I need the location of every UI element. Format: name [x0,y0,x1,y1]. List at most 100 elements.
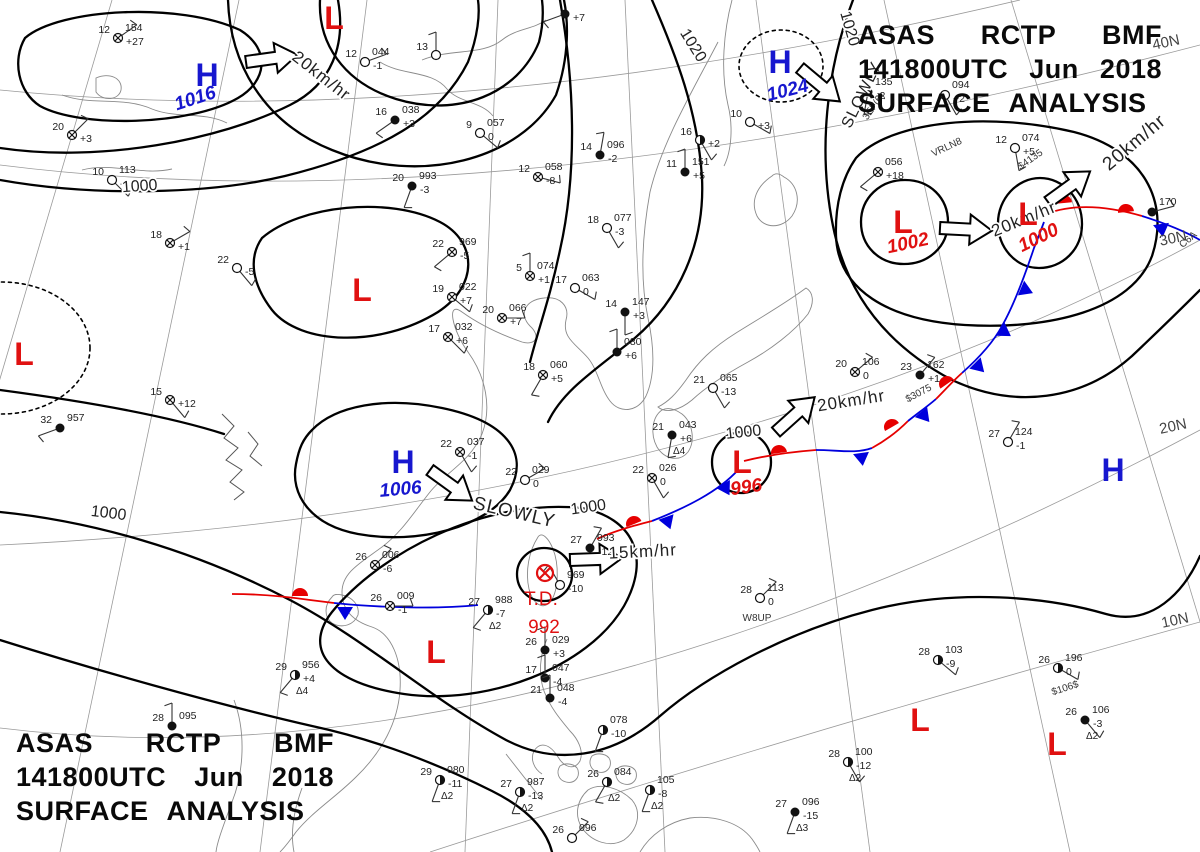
wind-barb-tick [463,345,469,354]
high-pressure-center: H [391,444,414,480]
station-temperature: 26 [355,551,367,563]
station-temperature: 28 [828,748,840,760]
station-pressure: 029 [552,634,570,646]
cold-front-marker [1153,222,1169,237]
coastline [325,593,359,627]
wind-barb-tick [538,462,546,469]
station-plot: 078-10 [594,714,628,753]
wind-barb-tick [1011,420,1020,423]
station-symbol-half-fill [488,605,493,615]
station-symbol-overcast [915,370,925,380]
high-pressure-value: 1016 [172,82,219,115]
coastline [639,816,761,852]
station-temperature: 13 [416,41,428,53]
station-plot: 056+18 [860,156,904,192]
station-symbol-x [539,371,547,379]
station-temperature: 27 [988,428,1000,440]
station-temperature: 9 [466,119,472,131]
wind-barb-tick [558,174,561,184]
cold-front-segment [815,447,873,453]
station-plot: 26 084 Δ2 [587,766,631,804]
station-symbol-x [648,474,656,482]
motion-arrow [938,212,994,247]
station-temperature: 20 [52,121,64,133]
station-tendency: +5 [693,170,705,182]
station-temperature: 26 [370,592,382,604]
station-tendency: -1 [1016,440,1025,452]
station-symbol-overcast [1080,715,1090,725]
wind-barb-tick [542,21,549,29]
station-temperature: 23 [900,361,912,373]
title-word: 141800UTC [858,54,1009,84]
wind-barb-tick [769,125,772,134]
meridian-line [624,0,666,852]
station-pressure: 135 [875,76,893,88]
station-tendency: -2 [876,90,885,102]
station-temperature: 21 [693,374,705,386]
low-pressure-center: L [910,702,930,738]
station-tendency: -9 [946,658,955,670]
low-pressure-value: 996 [729,475,764,500]
parallel-line [429,621,1200,852]
station-tendency: 0 [660,476,666,488]
station-pressure: 162 [927,359,945,371]
station-symbol-overcast [595,150,605,160]
coastline [95,75,122,99]
station-temperature: 29 [420,766,432,778]
station-pressure: 969 [567,569,585,581]
station-temperature: 16 [680,126,692,138]
cold-front-segment [1141,215,1200,241]
coastline [657,287,813,411]
latitude-label: 30N [1158,227,1188,249]
station-symbol-overcast [540,645,550,655]
station-symbol-clear [754,592,766,604]
station-plot: 22 -5 [217,254,257,286]
wind-barb-tick [927,354,935,358]
station-plot: 22 026 0 [632,462,677,499]
high-pressure-center: H [768,44,791,80]
warm-front-marker [1118,204,1134,213]
station-symbol-x [526,272,534,280]
wind-barb-tick [537,654,546,659]
low-pressure-center: L [352,272,372,308]
wind-barb-tick [471,465,478,473]
station-plot: 27 988 -7Δ2 [468,594,512,632]
station-temperature: 17 [428,323,440,335]
station-plot: 23 162 +1 [900,354,945,385]
wind-barb-tick [677,148,686,153]
wind-barb-tick [522,252,531,257]
station-temperature: 22 [505,466,517,478]
station-tendency: -3 [615,226,624,238]
title-line: SURFACE ANALYSIS [16,794,334,828]
station-symbol-half-fill [938,655,943,665]
station-tendency: +3 [80,133,92,145]
station-symbol-half-fill [440,775,445,785]
station-tendency: +3 [633,310,645,322]
station-pressure: 147 [632,296,650,308]
isobar [293,401,518,539]
station-plot: 18 +1 [150,225,191,253]
coastline [279,41,719,852]
station-pressure: 048 [557,682,575,694]
title-word: ASAS [858,20,936,50]
station-tendency: +5 [1023,146,1035,158]
station-temperature: 28 [152,712,164,724]
cold-front-segment [961,221,1045,374]
parallel-line [0,0,1021,102]
station-weather: Δ3 [796,823,809,834]
wind-barb-tick [859,775,866,783]
cold-front-segment [651,469,739,522]
station-temperature: 14 [605,298,617,310]
station-tendency: +18 [886,170,904,182]
station-pressure: 006 [382,549,400,561]
wind-barb-tick [1018,166,1027,172]
station-symbol-overcast [407,181,417,191]
station-tendency: -7 [496,608,505,620]
station-symbol-overcast [667,430,677,440]
station-plot: 28 103 -9 [918,644,963,676]
station-tendency: -13 [528,790,543,802]
meridian-line [259,0,368,852]
station-tendency: +3 [758,120,770,132]
station-symbol-clear [106,174,118,186]
